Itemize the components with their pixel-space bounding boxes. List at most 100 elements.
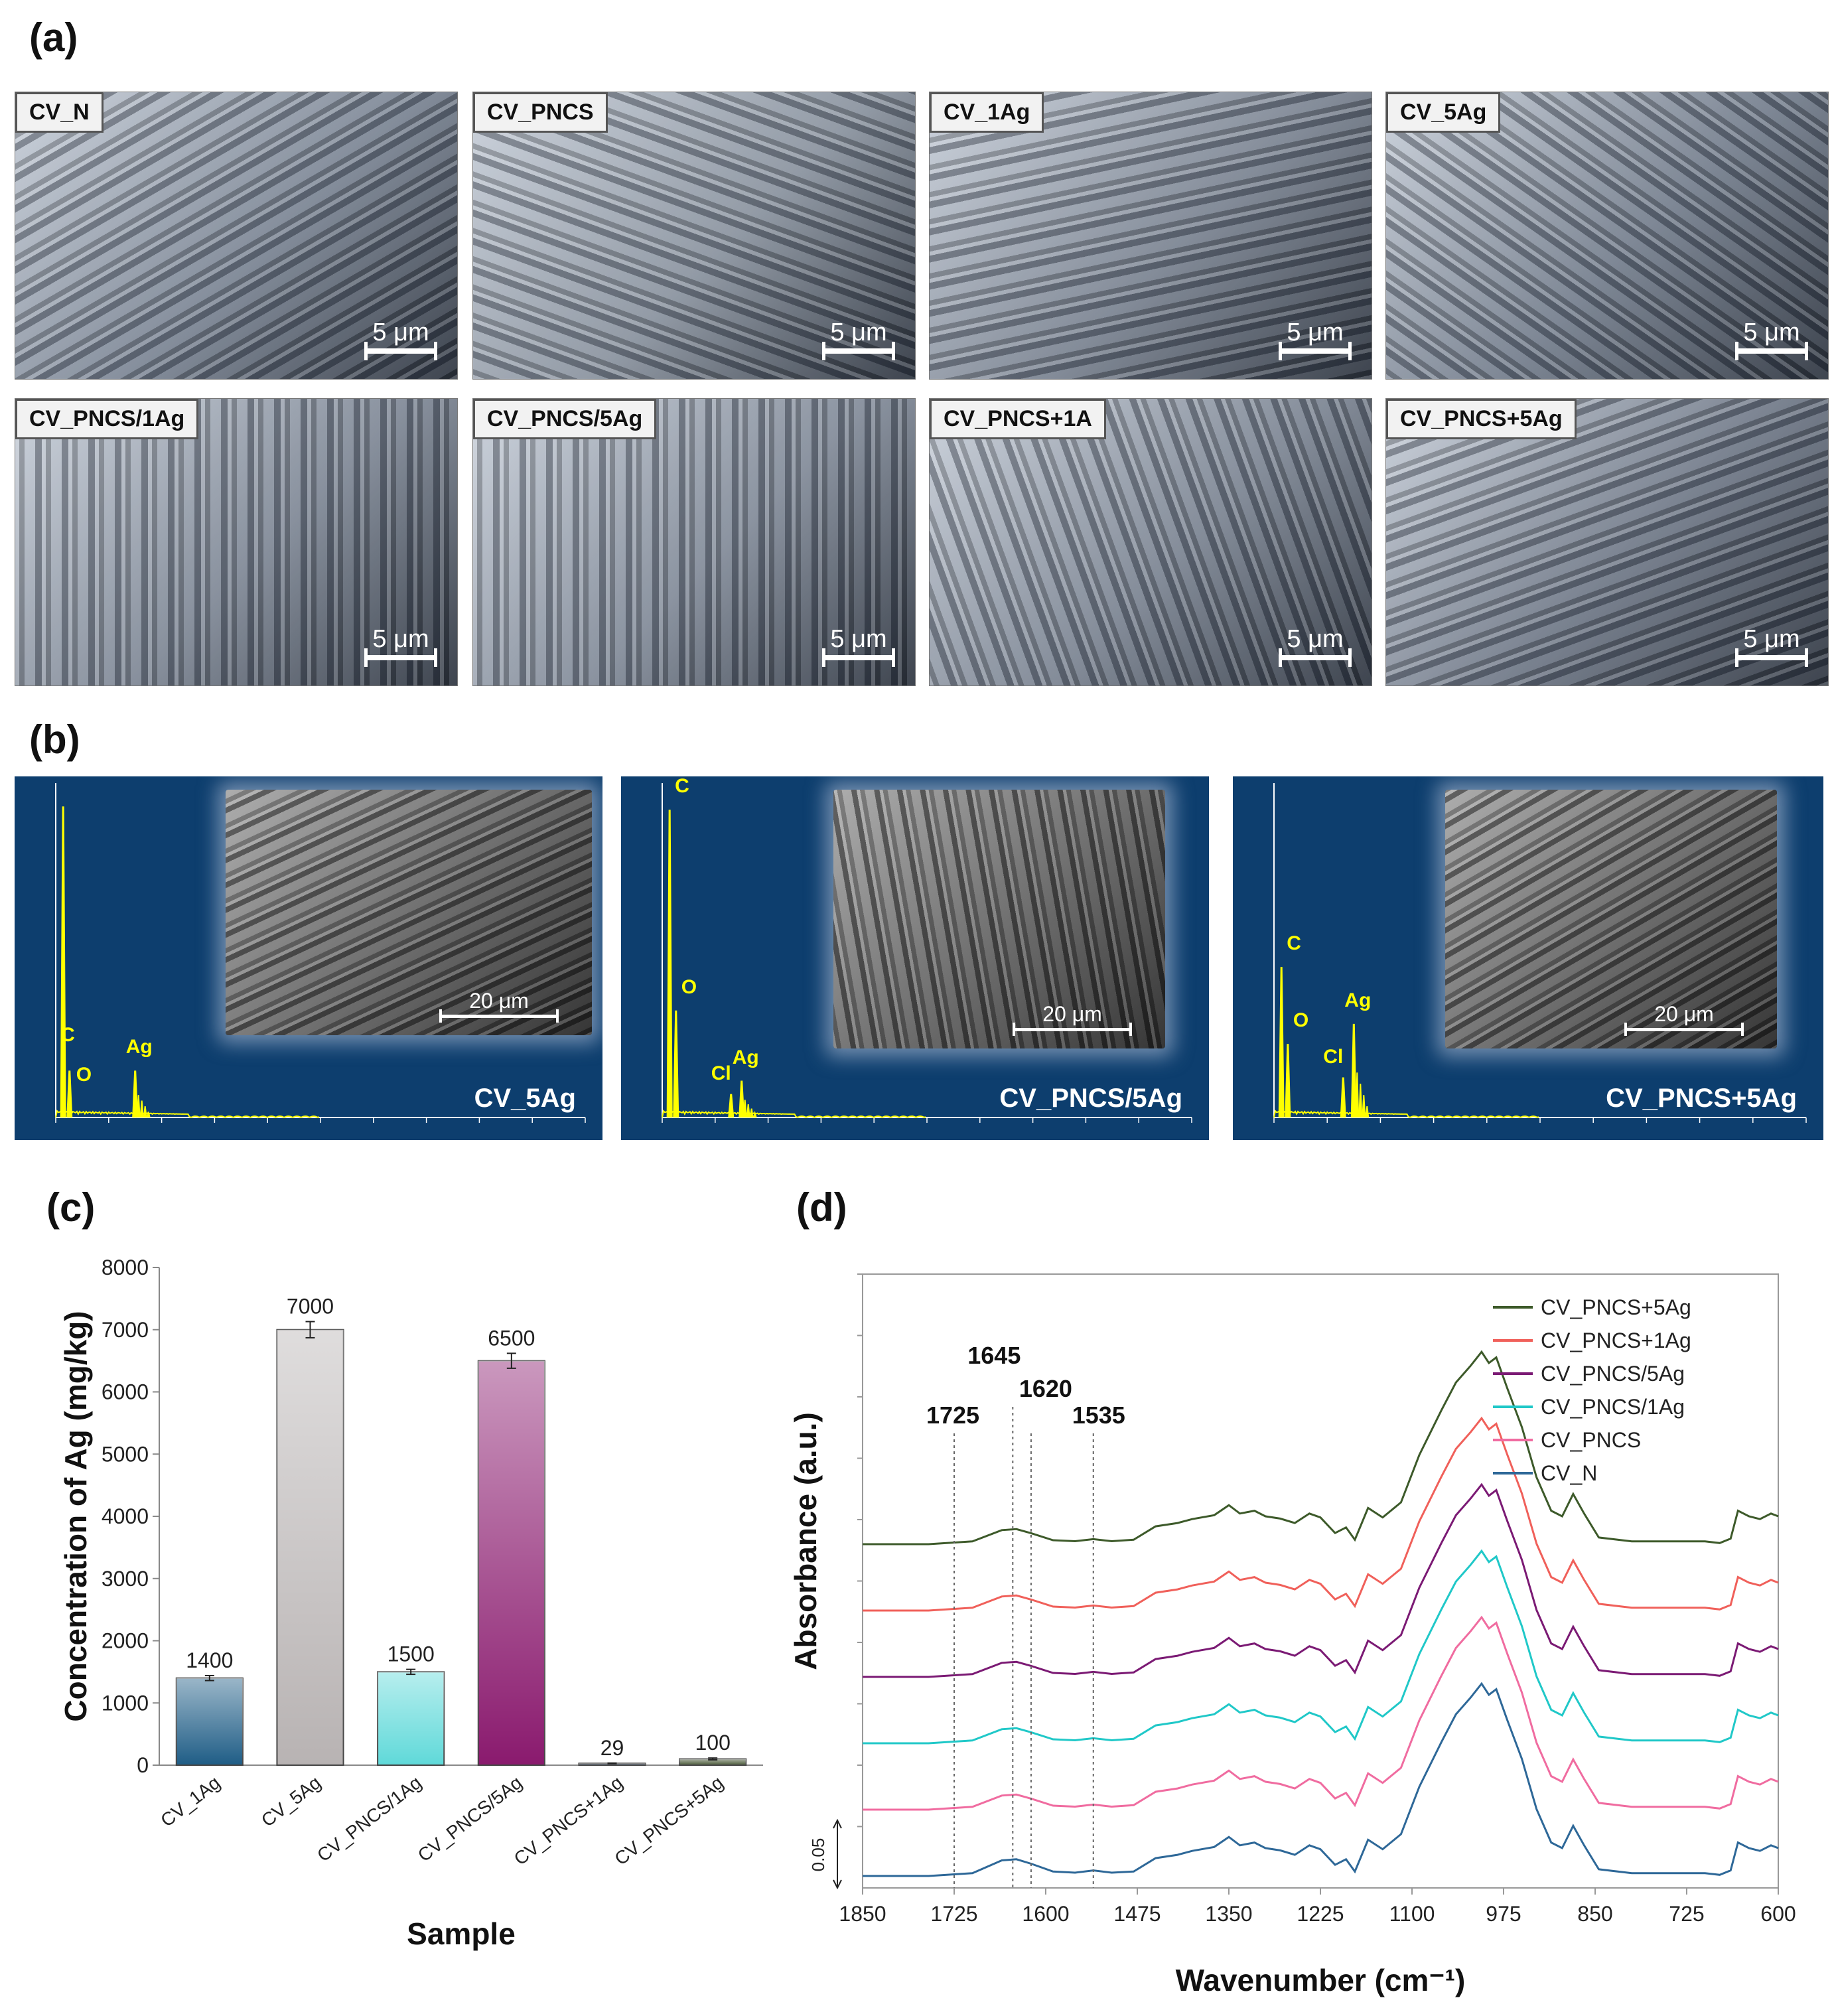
ftir-spectra-chart: 1850 1725 1600 1475 1350 1225 1100 975 850 725 600…: [788, 1273, 1796, 1997]
y-tick-label: 5000: [102, 1442, 149, 1466]
sem-image: CV_1Ag 5 μm: [929, 92, 1372, 380]
sem-image: CV_PNCS+5Ag 5 μm: [1385, 398, 1829, 686]
scale-bar: 5 μm: [364, 319, 437, 360]
eds-peak: [666, 810, 673, 1118]
sem-image: CV_PNCS/1Ag 5 μm: [15, 398, 458, 686]
eds-peak: [739, 1080, 745, 1118]
scale-bar: 20 μm: [1013, 1002, 1132, 1036]
spectrum-line: [863, 1416, 1779, 1612]
y-axis-title: Absorbance (a.u.): [788, 1412, 823, 1670]
eds-sample-name: CV_5Ag: [474, 1084, 576, 1113]
x-tick-label: 1600: [1022, 1902, 1069, 1926]
panel-c-label: (c): [46, 1185, 96, 1230]
eds-inset-sem-image: 20 μm: [1445, 790, 1777, 1048]
eds-spectrum-panel: C O Cl Ag 20 μm CV_PNCS/5Ag: [621, 776, 1209, 1140]
scale-bar-label: 5 μm: [830, 625, 887, 653]
y-tick-label: 1000: [102, 1691, 149, 1715]
scale-bar: 5 μm: [822, 319, 895, 360]
eds-peak: [139, 1100, 144, 1118]
x-axis-title: Wavenumber (cm⁻¹): [1176, 1963, 1466, 1997]
eds-peak: [746, 1104, 750, 1118]
sem-sample-label: CV_PNCS: [473, 92, 608, 133]
bar-highlight: [378, 1672, 445, 1765]
legend-label: CV_PNCS+5Ag: [1541, 1295, 1691, 1319]
eds-inset-sem-image: 20 μm: [226, 790, 592, 1035]
scale-bar-label: 0.05: [808, 1838, 828, 1872]
eds-peak: [749, 1108, 754, 1118]
category-label: CV_5Ag: [257, 1772, 324, 1831]
bar-highlight: [176, 1678, 243, 1765]
annotation-label: 1645: [967, 1342, 1021, 1369]
category-label: CV_1Ag: [157, 1772, 224, 1831]
eds-oxygen-label: O: [681, 975, 697, 998]
panel-a-label: (a): [29, 15, 78, 60]
sem-image: CV_N 5 μm: [15, 92, 458, 380]
bar-highlight: [679, 1759, 746, 1765]
y-tick-label: 4000: [102, 1504, 149, 1528]
scale-bar-arrow: [833, 1818, 842, 1829]
sem-sample-label: CV_5Ag: [1386, 92, 1501, 133]
eds-chlorine-label: Cl: [711, 1062, 731, 1084]
eds-peak: [143, 1106, 147, 1118]
scale-bar: 5 μm: [1279, 319, 1352, 360]
x-tick-label: 725: [1669, 1902, 1704, 1926]
sem-sample-label: CV_PNCS+5Ag: [1386, 399, 1577, 439]
x-axis-title: Sample: [407, 1916, 516, 1951]
x-tick-label: 1100: [1389, 1902, 1435, 1926]
eds-peak: [1285, 1044, 1291, 1118]
eds-spectrum-plot: [1273, 783, 1807, 1123]
scale-bar: 5 μm: [1279, 625, 1352, 667]
legend-label: CV_PNCS/1Ag: [1541, 1395, 1685, 1419]
eds-spectrum-panel: C O Cl Ag 20 μm CV_PNCS+5Ag: [1233, 776, 1823, 1140]
eds-carbon-label: C: [60, 1024, 75, 1046]
scale-bar-label: 5 μm: [1287, 319, 1344, 346]
x-tick-label: 1850: [839, 1902, 886, 1926]
eds-silver-label: Ag: [732, 1046, 759, 1068]
x-tick-label: 1725: [930, 1902, 977, 1926]
eds-peak: [1355, 1072, 1360, 1118]
eds-silver-label: Ag: [1344, 989, 1372, 1011]
eds-peak: [60, 806, 66, 1118]
eds-peak: [1340, 1077, 1346, 1118]
sem-image: CV_5Ag 5 μm: [1385, 92, 1829, 380]
scale-bar-label: 5 μm: [830, 319, 887, 346]
scale-bar: 5 μm: [364, 625, 437, 667]
scale-bar: 20 μm: [1624, 1002, 1744, 1036]
scale-bar-label: 5 μm: [372, 625, 429, 653]
eds-carbon-label: C: [1287, 932, 1301, 955]
eds-peak: [1362, 1095, 1366, 1118]
eds-peak: [136, 1095, 141, 1118]
eds-oxygen-label: O: [1293, 1009, 1309, 1032]
y-tick-label: 6000: [102, 1380, 149, 1404]
eds-carbon-label: C: [675, 776, 689, 798]
eds-peak: [673, 1010, 679, 1118]
x-tick-label: 1225: [1297, 1902, 1344, 1926]
eds-silver-label: Ag: [125, 1036, 153, 1058]
eds-peak: [146, 1112, 151, 1118]
eds-peak: [1278, 967, 1285, 1118]
scale-bar: 5 μm: [1735, 625, 1808, 667]
eds-peak: [1358, 1084, 1363, 1118]
spectrum-line: [863, 1350, 1779, 1546]
eds-peak: [752, 1110, 757, 1118]
eds-spectrum-plot: [662, 783, 1192, 1123]
sem-image: CV_PNCS/5Ag 5 μm: [472, 398, 916, 686]
data-label: 1500: [388, 1642, 435, 1666]
scale-bar-label: 5 μm: [1287, 625, 1344, 653]
y-axis-title: Concentration of Ag (mg/kg): [58, 1311, 93, 1721]
scale-bar: 20 μm: [439, 989, 559, 1023]
eds-peak: [132, 1070, 139, 1118]
legend-label: CV_PNCS+1Ag: [1541, 1329, 1691, 1352]
category-label: CV_PNCS/5Ag: [414, 1772, 526, 1865]
spectrum-line: [863, 1482, 1779, 1678]
y-tick-label: 7000: [102, 1318, 149, 1342]
x-tick-label: 600: [1760, 1902, 1796, 1926]
x-tick-label: 975: [1486, 1902, 1521, 1926]
scale-bar-label: 5 μm: [1743, 319, 1800, 346]
scale-bar-label: 20 μm: [469, 989, 529, 1013]
scale-bar-label: 20 μm: [1042, 1002, 1102, 1026]
sem-sample-label: CV_PNCS/5Ag: [473, 399, 657, 439]
eds-background-trace: [55, 1110, 320, 1119]
sem-sample-label: CV_PNCS+1A: [930, 399, 1106, 439]
eds-inset-sem-image: 20 μm: [833, 790, 1165, 1048]
